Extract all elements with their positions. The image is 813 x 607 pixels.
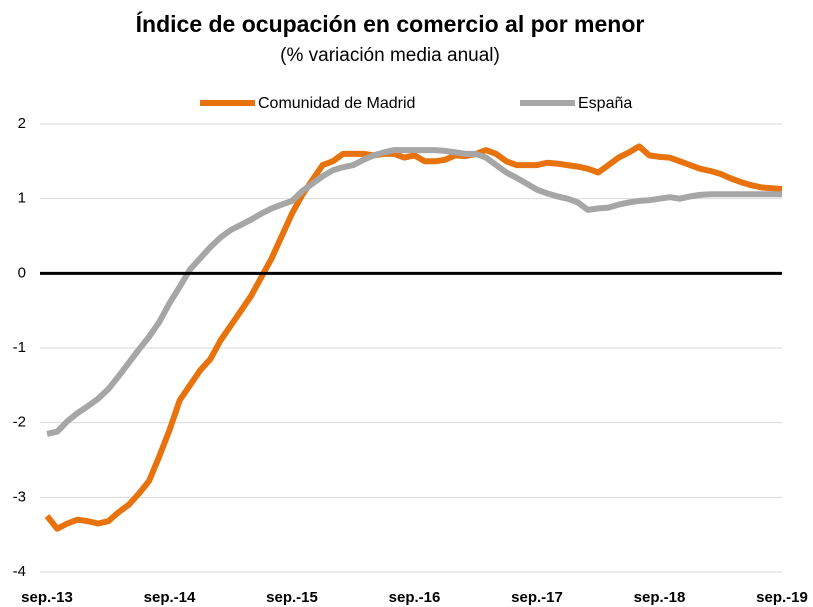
legend-label: Comunidad de Madrid [258, 95, 415, 112]
y-tick-label: 0 [18, 264, 26, 281]
y-tick-label: 2 [18, 115, 26, 132]
x-tick-label: sep.-15 [266, 589, 318, 606]
x-tick-label: sep.-19 [756, 589, 808, 606]
y-tick-label: -3 [13, 488, 26, 505]
x-tick-label: sep.-16 [389, 589, 441, 606]
x-tick-label: sep.-18 [634, 589, 686, 606]
series-line [44, 143, 783, 532]
x-tick-label: sep.-17 [511, 589, 563, 606]
x-tick-label: sep.-13 [21, 589, 73, 606]
series-line [46, 147, 782, 437]
chart-title: Índice de ocupación en comercio al por m… [136, 10, 645, 37]
y-tick-label: -2 [13, 414, 26, 431]
x-tick-label: sep.-14 [144, 589, 196, 606]
chart-subtitle: (% variación media anual) [280, 45, 500, 66]
y-tick-label: -4 [13, 563, 26, 580]
legend-label: España [578, 95, 632, 112]
y-tick-label: 1 [18, 190, 26, 207]
y-tick-label: -1 [13, 339, 26, 356]
